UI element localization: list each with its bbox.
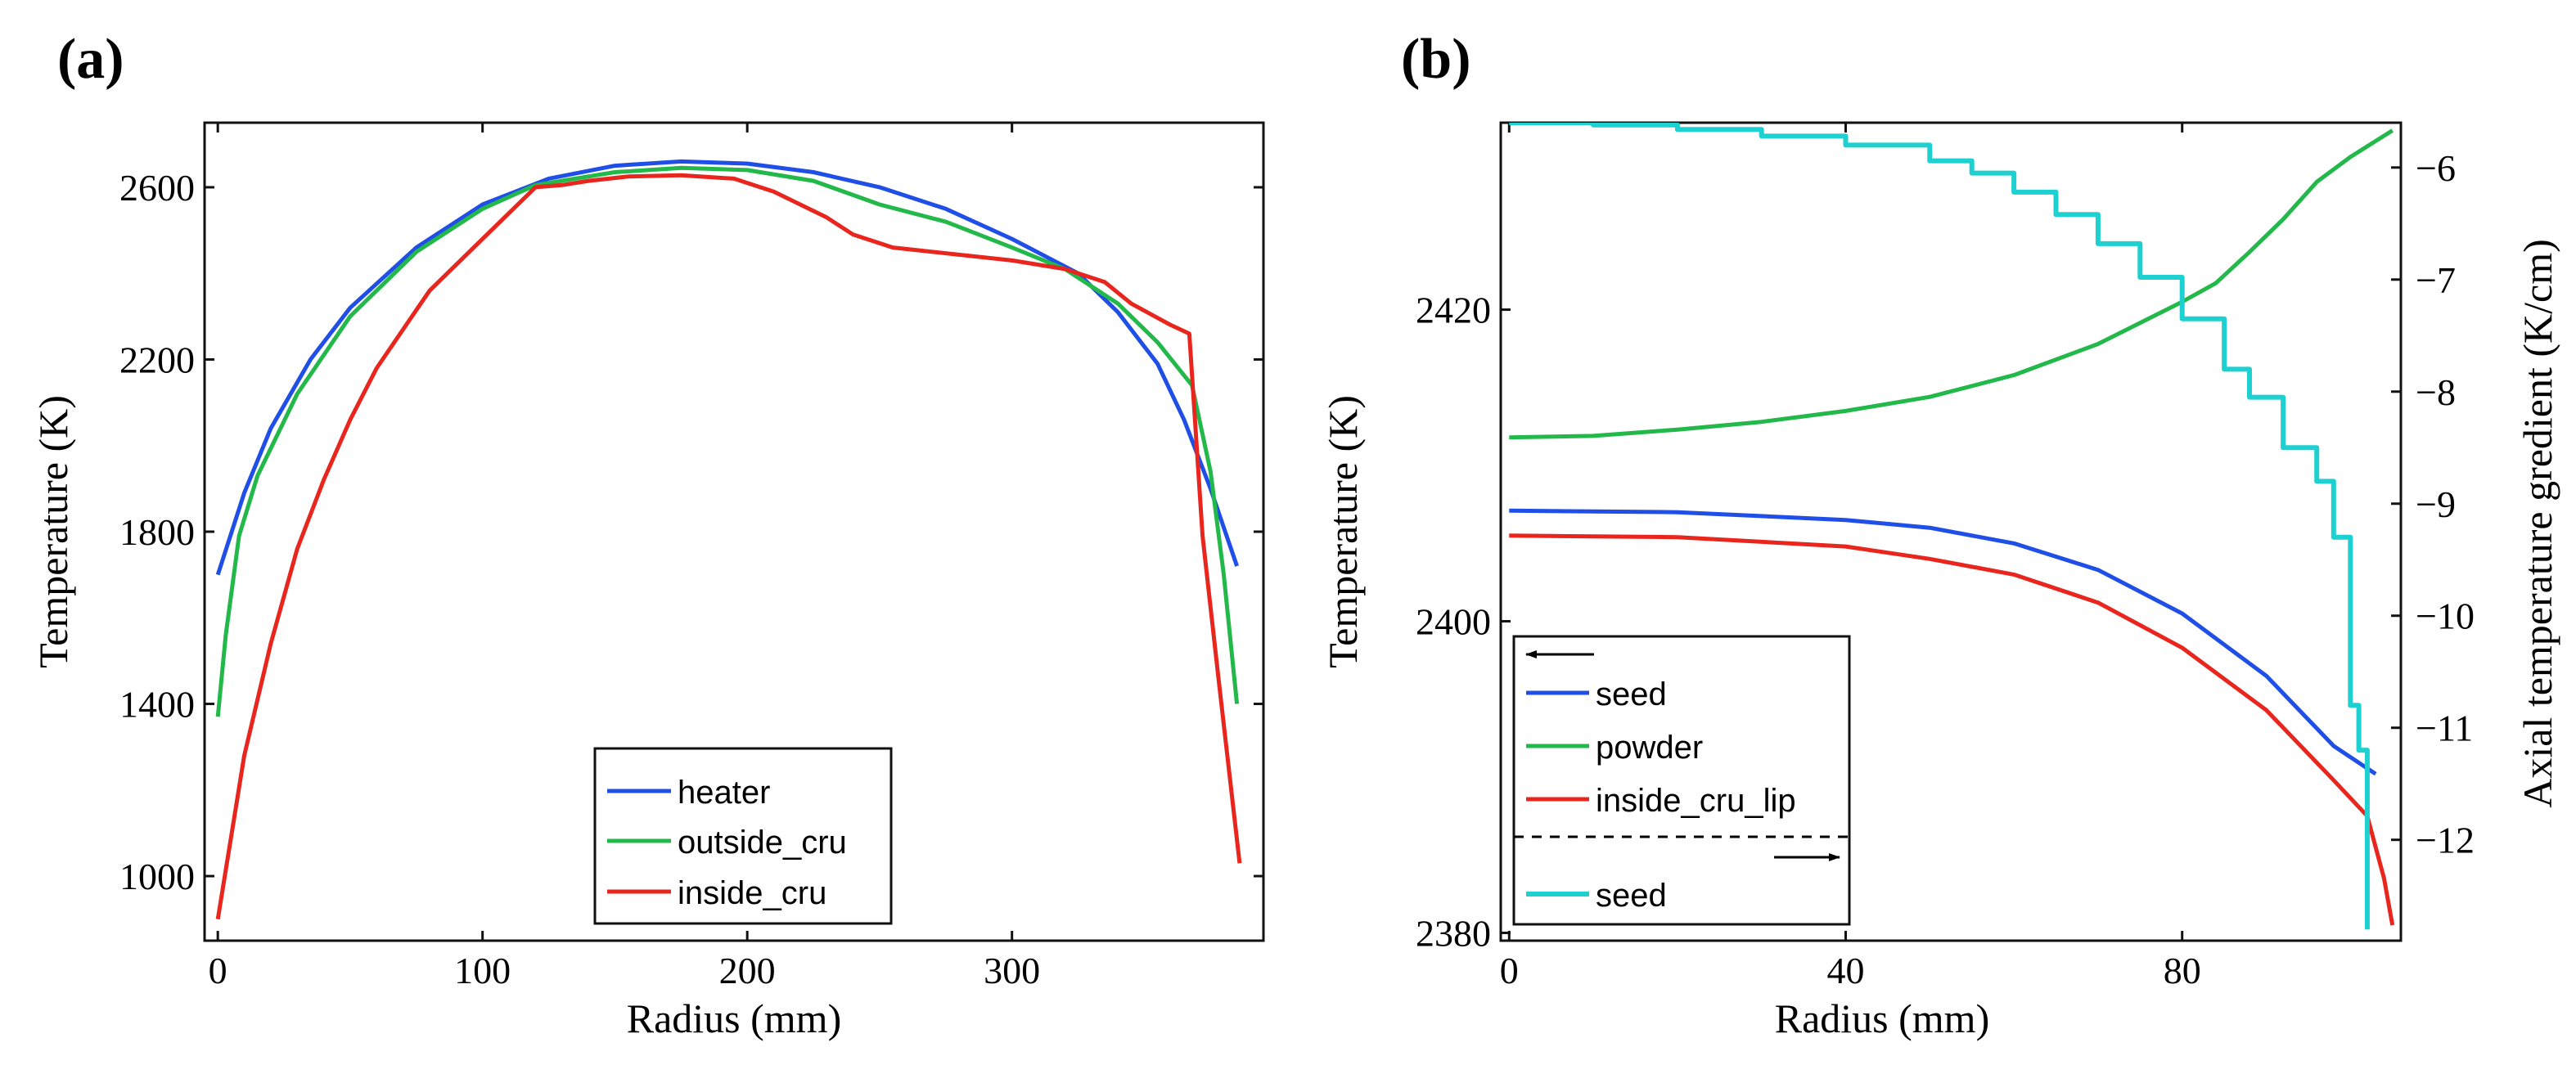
panel-a-x-ticks: 0 100 200 300 — [209, 123, 1040, 991]
legend-label-powder: powder — [1596, 730, 1703, 766]
panel-a-series-lines — [215, 159, 1242, 920]
x-tick-label: 0 — [209, 950, 227, 991]
x-tick-label: 100 — [454, 950, 511, 991]
y-tick-label: 2380 — [1416, 912, 1491, 954]
panel-b-label: (b) — [1401, 28, 1471, 91]
panel-b-x-axis-label: Radius (mm) — [1775, 995, 1989, 1041]
x-tick-label: 80 — [2164, 950, 2201, 991]
panel-a-legend: heater outside_cru inside_cru — [593, 747, 893, 925]
panel-a-x-axis-label: Radius (mm) — [627, 995, 841, 1041]
panel-b-right-y-axis-label: Axial temperature gredient (K/cm) — [2515, 239, 2560, 808]
y-tick-label: 1000 — [119, 856, 195, 897]
series-line-inside-cru-lip — [1509, 533, 2395, 926]
panel-b-plot-frame — [1499, 121, 2403, 942]
x-tick-label: 300 — [984, 950, 1040, 991]
legend-label-inside-cru-lip: inside_cru_lip — [1596, 783, 1796, 819]
series-line-seed — [1509, 508, 2377, 776]
y-tick-label: 1400 — [119, 684, 195, 726]
x-tick-label: 40 — [1826, 950, 1864, 991]
panel-b-right-y-ticks: −6 −7 −8 −9 −10 −11 −12 — [2391, 147, 2475, 861]
right-y-tick-label: −10 — [2416, 595, 2475, 637]
panel-a: (a) 0 100 200 300 1000 1400 1800 2200 2600 Radi… — [30, 28, 1265, 1041]
legend-label-heater: heater — [678, 775, 770, 811]
series-line-inside-cru — [215, 173, 1242, 920]
y-tick-label: 2400 — [1416, 601, 1491, 643]
series-line-heater — [215, 159, 1239, 576]
legend-label-seed: seed — [1596, 676, 1667, 712]
right-y-tick-label: −7 — [2416, 259, 2456, 301]
panel-b-series-lines — [1509, 123, 2395, 930]
series-line-seed-gradient — [1509, 123, 2370, 930]
series-line-outside-cru — [215, 165, 1240, 717]
y-tick-label: 2200 — [119, 339, 195, 380]
panel-b-legend-box — [1512, 635, 1851, 926]
y-tick-label: 2600 — [119, 167, 195, 209]
right-y-tick-label: −11 — [2416, 708, 2473, 749]
panel-b-left-y-ticks: 2380 2400 2420 — [1416, 290, 1511, 954]
legend-label-inside-cru: inside_cru — [678, 875, 826, 911]
y-tick-label: 1800 — [119, 511, 195, 553]
legend-label-outside-cru: outside_cru — [678, 825, 847, 861]
panel-b-x-ticks: 0 40 80 — [1500, 123, 2201, 991]
panel-a-legend-box — [593, 747, 893, 925]
panel-a-label: (a) — [57, 28, 124, 91]
panel-b: (b) 0 40 80 2380 2400 2420 −6 −7 −8 −9 −10 −11 −12… — [1320, 28, 2560, 1041]
legend-label-seed-gradient: seed — [1596, 878, 1667, 914]
panel-a-y-axis-label: Temperature (K) — [30, 395, 76, 668]
right-y-tick-label: −6 — [2416, 147, 2456, 189]
right-y-tick-label: −8 — [2416, 371, 2456, 413]
series-line-powder — [1509, 128, 2394, 440]
panel-b-legend: seed powder inside_cru_lip seed — [1512, 635, 1851, 926]
y-tick-label: 2420 — [1416, 290, 1491, 331]
panel-a-y-ticks: 1000 1400 1800 2200 2600 — [119, 167, 1263, 897]
right-y-tick-label: −12 — [2416, 820, 2475, 861]
x-tick-label: 200 — [719, 950, 776, 991]
panel-b-y-axis-label: Temperature (K) — [1320, 395, 1366, 668]
x-tick-label: 0 — [1500, 950, 1519, 991]
right-y-tick-label: −9 — [2416, 483, 2456, 525]
